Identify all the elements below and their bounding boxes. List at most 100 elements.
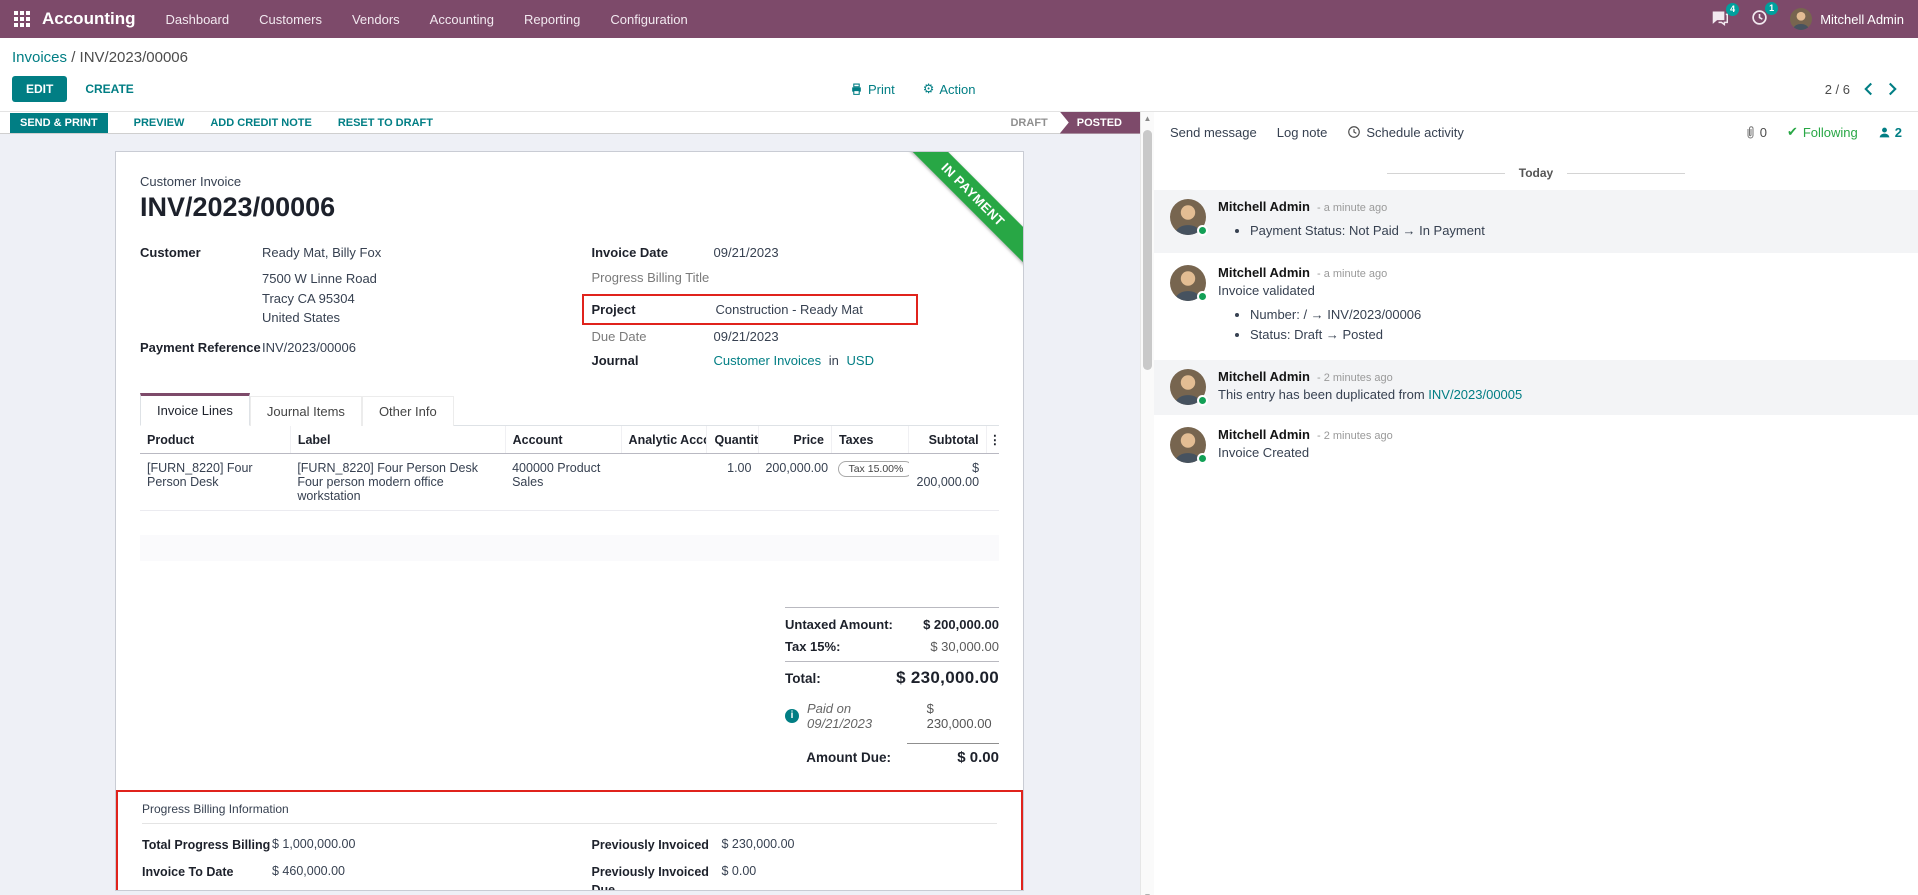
col-label[interactable]: Label [290,426,506,454]
tab-invoice-lines[interactable]: Invoice Lines [140,393,250,426]
paid-value: $ 230,000.00 [926,700,992,731]
preview-button[interactable]: PREVIEW [133,116,185,129]
scrollbar-thumb[interactable] [1143,130,1152,370]
chatter-toolbar: Send message Log note Schedule activity … [1154,112,1918,150]
send-message-button[interactable]: Send message [1170,124,1257,140]
table-row[interactable]: [FURN_8220] Four Person Desk [FURN_8220]… [140,453,999,511]
apps-menu-icon[interactable] [14,11,30,27]
fields-left-column: Customer Ready Mat, Billy Fox 7500 W Lin… [140,245,548,377]
tracking-changes: Number: / → INV/2023/00006 Status: Draft… [1250,307,1902,342]
control-panel: Invoices / INV/2023/00006 EDIT CREATE Pr… [0,38,1918,112]
pager-value[interactable]: 2 / 6 [1824,81,1850,97]
pager-next-icon[interactable] [1887,82,1898,96]
journal-label: Journal [591,353,639,368]
customer-link[interactable]: Ready Mat, Billy Fox [262,245,382,260]
app-name[interactable]: Accounting [42,9,136,28]
info-icon[interactable]: i [785,708,799,723]
messages-button[interactable]: 4 [1711,2,1740,29]
col-subtotal[interactable]: Subtotal [908,426,987,454]
print-menu[interactable]: Print [850,82,895,97]
breadcrumb: Invoices / INV/2023/00006 [12,49,1906,66]
reset-to-draft-button[interactable]: RESET TO DRAFT [337,116,433,129]
journal-link[interactable]: Customer Invoices [713,353,822,368]
menu-configuration[interactable]: Configuration [610,11,688,27]
cell-product: [FURN_8220] Four Person Desk [140,453,291,511]
scroll-up-icon[interactable]: ▲ [1143,114,1152,123]
add-credit-note-button[interactable]: ADD CREDIT NOTE [210,116,312,129]
printer-icon [852,83,861,95]
message-author[interactable]: Mitchell Admin [1218,199,1310,214]
currency-link[interactable]: USD [846,353,874,368]
avatar[interactable] [1170,199,1208,236]
avatar[interactable] [1170,265,1208,302]
col-quantity[interactable]: Quantity [706,426,759,454]
activities-button[interactable]: 1 [1751,2,1779,29]
in-payment-ribbon: IN PAYMENT [895,152,1023,272]
edit-button[interactable]: EDIT [12,76,68,102]
menu-vendors[interactable]: Vendors [351,11,400,27]
followers-button[interactable]: 2 [1878,125,1902,140]
previously-invoiced-due-label: Previously Invoiced Due [591,865,709,891]
menu-dashboard[interactable]: Dashboard [165,11,230,27]
paid-info-row: i Paid on 09/21/2023 $ 230,000.00 [785,701,999,731]
form-scrollbar[interactable]: ▲ ▼ [1140,112,1154,895]
menu-customers[interactable]: Customers [259,11,322,27]
payment-reference-label: Payment Reference [140,339,261,355]
buttons-row: EDIT CREATE Print ⚙ Action 2 / 6 [12,76,1906,111]
amount-due-value: $ 0.00 [907,742,999,766]
message-author[interactable]: Mitchell Admin [1218,427,1310,442]
log-note-button[interactable]: Log note [1276,124,1328,140]
online-indicator [1197,225,1208,236]
empty-row [140,561,999,583]
send-print-button[interactable]: SEND & PRINT [10,112,108,133]
scroll-down-icon[interactable]: ▼ [1144,893,1152,895]
message-author[interactable]: Mitchell Admin [1218,265,1310,280]
message-time: - 2 minutes ago [1316,372,1393,384]
following-button[interactable]: ✔ Following [1786,124,1858,140]
attachments-button[interactable]: 0 [1744,125,1767,140]
chatter-message: Mitchell Admin - a minute ago Payment Sta… [1154,190,1918,253]
message-time: - a minute ago [1316,202,1388,214]
document-type-label: Customer Invoice [140,174,242,189]
progress-billing-highlight-box: Progress Billing Information Total Progr… [116,789,1023,891]
menu-accounting[interactable]: Accounting [429,11,494,27]
tab-other-info[interactable]: Other Info [361,396,454,426]
action-menu[interactable]: ⚙ Action [922,81,976,97]
col-taxes[interactable]: Taxes [831,426,910,454]
column-options-icon[interactable]: ⋮ [986,426,999,454]
customer-label: Customer [140,245,201,260]
message-body: Invoice Created [1218,445,1310,460]
col-analytic-account[interactable]: Analytic Account [621,426,708,454]
breadcrumb-invoices[interactable]: Invoices [12,49,68,66]
date-divider: Today [1154,166,1918,180]
address-line: United States [262,310,341,325]
avatar[interactable] [1170,369,1208,406]
schedule-activity-button[interactable]: Schedule activity [1347,125,1464,140]
progress-billing-section-title: Progress Billing Information [142,802,997,824]
pager-previous-icon[interactable] [1863,82,1874,96]
source-invoice-link[interactable]: INV/2023/00005 [1428,387,1523,402]
paperclip-icon [1747,125,1754,138]
user-menu[interactable]: Mitchell Admin [1790,8,1904,30]
message-author[interactable]: Mitchell Admin [1218,369,1310,384]
menu-reporting[interactable]: Reporting [524,11,581,27]
form-panel: SEND & PRINT PREVIEW ADD CREDIT NOTE RES… [0,111,1140,895]
create-button[interactable]: CREATE [85,82,134,96]
col-account[interactable]: Account [505,426,622,454]
col-price[interactable]: Price [758,426,832,454]
cell-quantity: 1.00 [706,453,759,511]
chatter-panel: Send message Log note Schedule activity … [1154,112,1918,895]
cell-taxes: Tax 15.00% [831,453,909,511]
tab-journal-items[interactable]: Journal Items [249,396,362,426]
empty-row [140,534,999,561]
tracking-changes: Payment Status: Not Paid → In Payment [1250,223,1902,238]
project-link[interactable]: Construction - Ready Mat [715,302,863,317]
due-date-label: Due Date [591,329,647,344]
activities-badge: 1 [1765,2,1779,15]
cell-price: 200,000.00 [758,453,832,511]
state-draft[interactable]: DRAFT [1010,116,1048,129]
avatar[interactable] [1170,427,1208,464]
col-product[interactable]: Product [140,426,291,454]
invoice-to-date-label: Invoice To Date [142,865,234,879]
state-posted[interactable]: POSTED [1059,111,1140,134]
